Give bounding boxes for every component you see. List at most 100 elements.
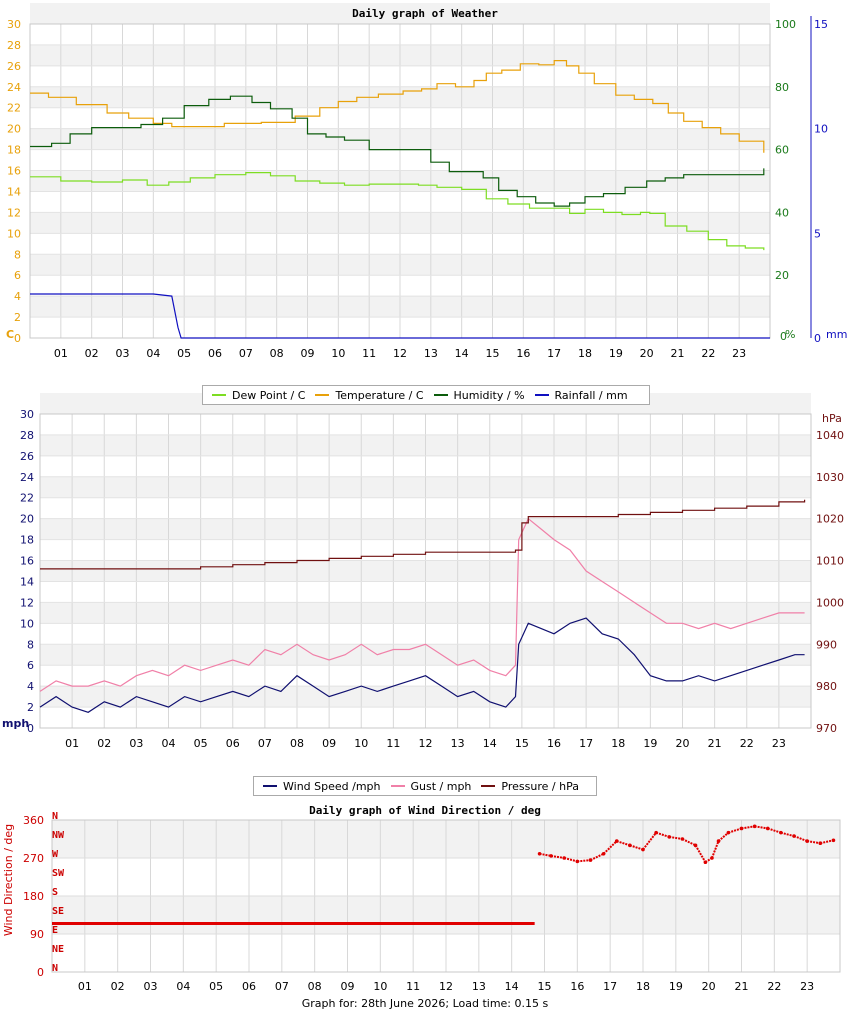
legend-label: Rainfall / mm (554, 388, 628, 402)
y-tick-label: 8 (27, 638, 34, 651)
x-tick-label: 12 (419, 737, 433, 750)
x-tick-label: 03 (116, 347, 130, 360)
x-tick-label: 04 (146, 347, 160, 360)
x-tick-label: 16 (516, 347, 530, 360)
y-tick-label: 20 (20, 513, 34, 526)
x-tick-label: 21 (708, 737, 722, 750)
pressure-tick-label: 1010 (816, 555, 844, 568)
y-tick-label: 30 (20, 408, 34, 421)
pressure-tick-label: 1020 (816, 513, 844, 526)
wind-direction-trace (669, 835, 683, 840)
x-tick-label: 10 (331, 347, 345, 360)
legend-swatch (481, 785, 496, 787)
y-tick-label: 28 (20, 429, 34, 442)
x-tick-label: 06 (226, 737, 240, 750)
y-tick-label: 30 (7, 18, 21, 31)
wind-direction-trace (590, 852, 605, 862)
x-tick-label: 22 (701, 347, 715, 360)
chart-band (30, 3, 770, 25)
wind-direction-trace (780, 831, 795, 838)
compass-label: N (52, 963, 58, 974)
pressure-tick-label: 970 (816, 722, 837, 735)
x-tick-label: 09 (301, 347, 315, 360)
x-tick-label: 22 (740, 737, 754, 750)
legend-item: Dew Point / C (212, 389, 305, 402)
x-tick-label: 17 (603, 980, 617, 993)
legend-label: Dew Point / C (232, 388, 306, 402)
right-tick-label: 60 (775, 144, 789, 157)
x-tick-label: 07 (239, 347, 253, 360)
x-tick-label: 06 (208, 347, 222, 360)
series-line-gust (39, 517, 805, 692)
legend-item: Pressure / hPa (481, 780, 579, 793)
wind-direction-trace (655, 831, 670, 838)
wind-direction-trace (793, 835, 808, 843)
y-tick-label: 0 (27, 722, 34, 735)
wind-direction-trace (642, 832, 657, 851)
x-tick-label: 05 (209, 980, 223, 993)
x-tick-label: 07 (275, 980, 289, 993)
legend-item: Wind Speed /mph (263, 780, 381, 793)
wind-direction-trace (728, 827, 742, 834)
x-tick-label: 18 (636, 980, 650, 993)
x-tick-label: 21 (735, 980, 749, 993)
x-tick-label: 19 (643, 737, 657, 750)
wind-legend: Wind Speed /mph Gust / mph Pressure / hPa (253, 776, 597, 796)
x-tick-label: 20 (702, 980, 716, 993)
x-tick-label: 15 (486, 347, 500, 360)
legend-swatch (433, 394, 448, 396)
legend-label: Wind Speed /mph (283, 779, 381, 793)
x-tick-label: 14 (505, 980, 519, 993)
y-tick-label: 0 (37, 966, 44, 979)
wind-direction-trace (539, 852, 552, 857)
x-tick-label: 23 (800, 980, 814, 993)
legend-item: Temperature / C (315, 388, 424, 402)
wind-direction-trace (754, 825, 768, 830)
y-tick-label: 8 (14, 248, 21, 261)
wind-direction-point (831, 838, 836, 843)
series-line-wind (39, 617, 805, 713)
wind-direction-trace (616, 840, 631, 847)
x-tick-label: 19 (609, 347, 623, 360)
x-tick-label: 18 (578, 347, 592, 360)
y-tick-label: 18 (7, 144, 21, 157)
x-tick-label: 15 (538, 980, 552, 993)
x-tick-label: 17 (579, 737, 593, 750)
x-tick-label: 22 (767, 980, 781, 993)
x-tick-label: 01 (54, 347, 68, 360)
x-tick-label: 07 (258, 737, 272, 750)
left-unit-label: C (6, 328, 14, 341)
x-tick-label: 08 (270, 347, 284, 360)
legend-label: Temperature / C (335, 388, 424, 402)
y-tick-label: 24 (7, 81, 21, 94)
y-tick-label: 270 (23, 852, 44, 865)
pressure-tick-label: 1040 (816, 429, 844, 442)
rain-unit-label: mm (826, 328, 847, 341)
compass-label: W (52, 849, 59, 860)
rain-tick-label: 10 (814, 123, 828, 136)
right-tick-label: 80 (775, 81, 789, 94)
pressure-tick-label: 1000 (816, 596, 844, 609)
wind-direction-trace (577, 859, 591, 863)
y-tick-label: 24 (20, 471, 34, 484)
compass-label: N (52, 811, 58, 822)
x-tick-label: 08 (290, 737, 304, 750)
compass-label: S (52, 887, 58, 898)
x-tick-label: 16 (570, 980, 584, 993)
x-tick-label: 01 (78, 980, 92, 993)
legend-label: Humidity / % (453, 388, 525, 402)
series-line-dew (30, 172, 765, 251)
y-tick-label: 90 (30, 928, 44, 941)
y-tick-label: 22 (7, 102, 21, 115)
x-tick-label: 11 (406, 980, 420, 993)
pressure-tick-label: 990 (816, 638, 837, 651)
wind-direction-trace (711, 840, 720, 859)
wind-direction-trace (563, 857, 578, 863)
legend-swatch (212, 394, 226, 396)
rain-tick-label: 0 (814, 332, 821, 345)
y-tick-label: 4 (14, 290, 21, 303)
y-tick-label: 10 (20, 617, 34, 630)
x-tick-label: 12 (393, 347, 407, 360)
y-axis-label: Wind Direction / deg (2, 824, 15, 936)
